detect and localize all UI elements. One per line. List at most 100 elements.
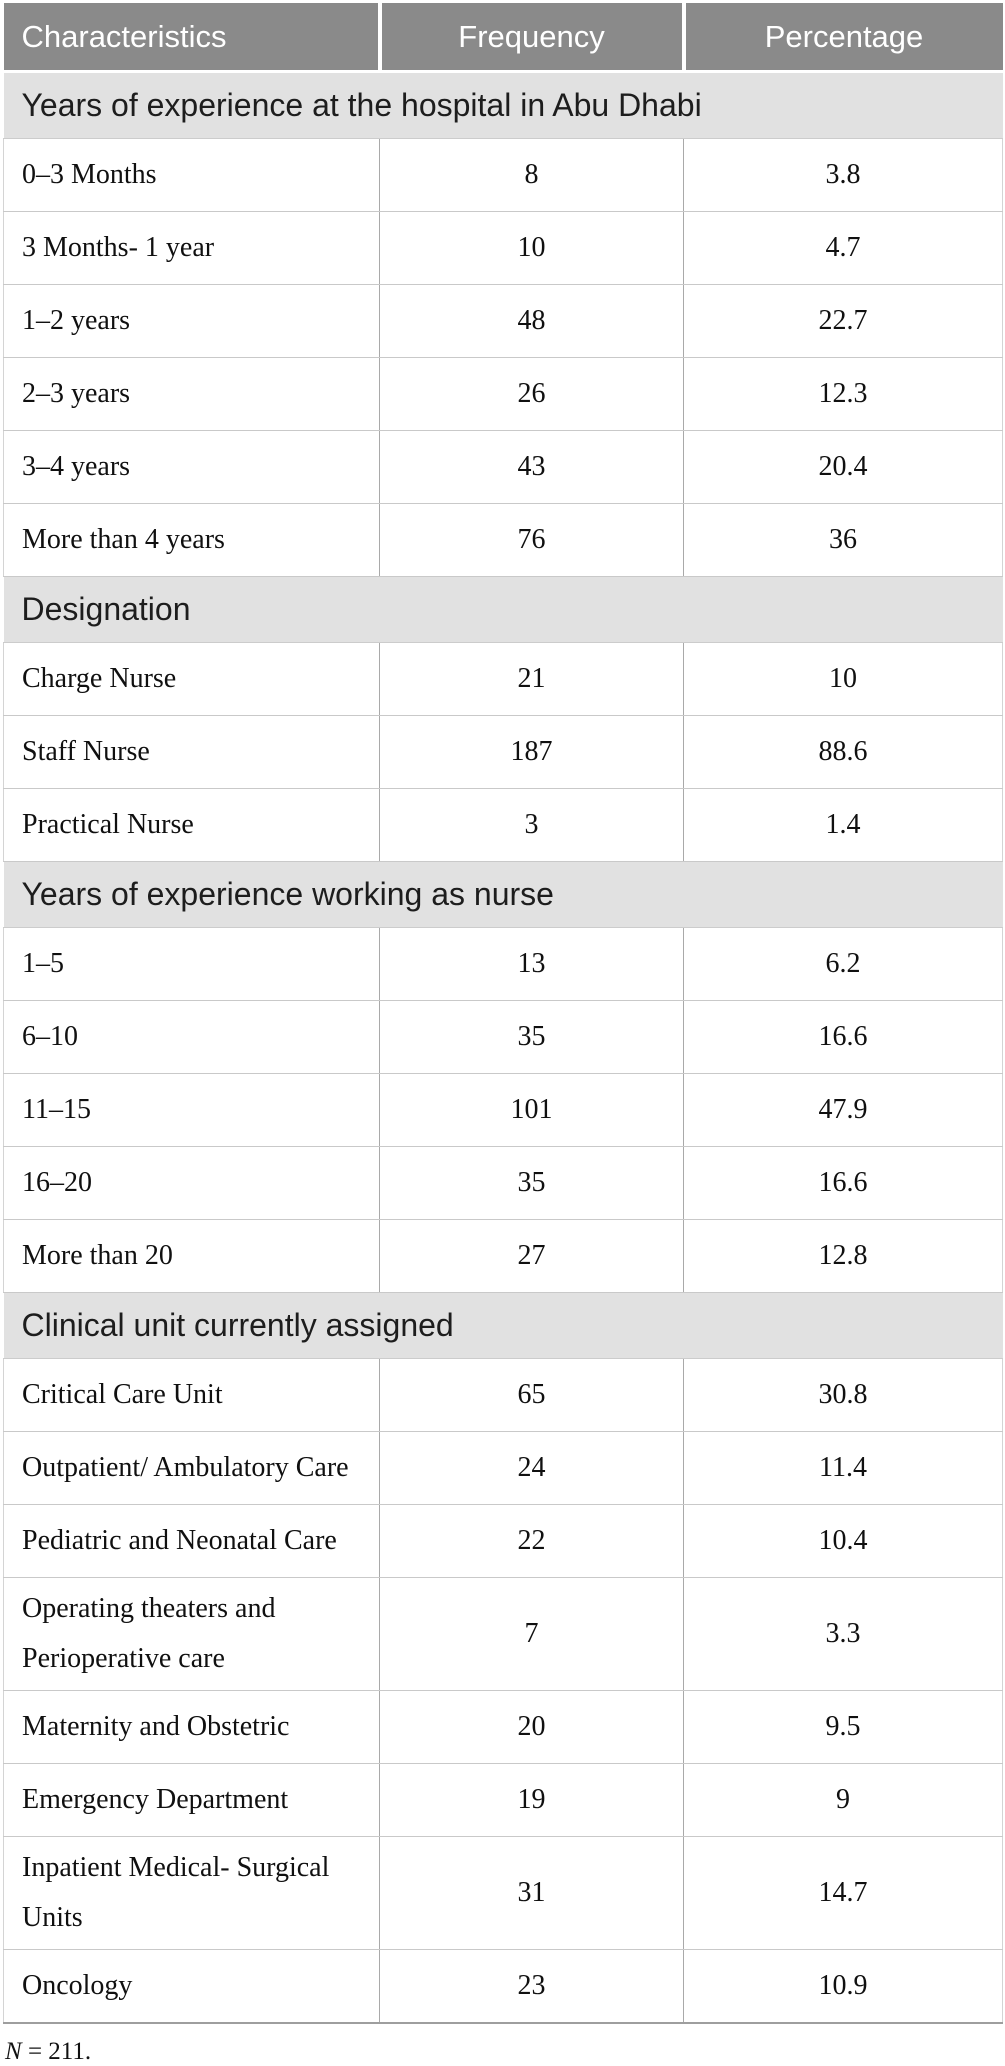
frequency-cell: 35 <box>379 1000 684 1074</box>
characteristic-cell: Staff Nurse <box>3 715 380 789</box>
table-row: Critical Care Unit 65 30.8 <box>3 1358 1003 1432</box>
frequency-cell: 101 <box>379 1073 684 1147</box>
characteristic-cell: 3–4 years <box>3 430 380 504</box>
header-row: Characteristics Frequency Percentage <box>3 3 1003 73</box>
percentage-cell: 3.3 <box>683 1577 1003 1691</box>
table-row: Inpatient Medical- Surgical Units 31 14.… <box>3 1836 1003 1950</box>
column-header-percentage: Percentage <box>681 3 1003 73</box>
frequency-cell: 3 <box>379 788 684 862</box>
percentage-cell: 9 <box>683 1763 1003 1837</box>
table-row: 6–10 35 16.6 <box>3 1000 1003 1074</box>
section-row-experience-nurse: Years of experience working as nurse <box>3 861 1003 928</box>
table-row: Pediatric and Neonatal Care 22 10.4 <box>3 1504 1003 1578</box>
table-row: 0–3 Months 8 3.8 <box>3 138 1003 212</box>
table-row: Charge Nurse 21 10 <box>3 642 1003 716</box>
frequency-cell: 8 <box>379 138 684 212</box>
characteristic-cell: Outpatient/ Ambulatory Care <box>3 1431 380 1505</box>
table-row: 3 Months- 1 year 10 4.7 <box>3 211 1003 285</box>
percentage-cell: 47.9 <box>683 1073 1003 1147</box>
section-title: Years of experience working as nurse <box>3 861 1003 928</box>
percentage-cell: 14.7 <box>683 1836 1003 1950</box>
frequency-cell: 27 <box>379 1219 684 1293</box>
characteristic-cell: More than 4 years <box>3 503 380 577</box>
percentage-cell: 20.4 <box>683 430 1003 504</box>
table-row: 3–4 years 43 20.4 <box>3 430 1003 504</box>
percentage-cell: 36 <box>683 503 1003 577</box>
characteristic-cell: Operating theaters and Perioperative car… <box>3 1577 380 1691</box>
characteristic-cell: 11–15 <box>3 1073 380 1147</box>
percentage-cell: 22.7 <box>683 284 1003 358</box>
frequency-cell: 7 <box>379 1577 684 1691</box>
characteristic-cell: 1–2 years <box>3 284 380 358</box>
table-row: Operating theaters and Perioperative car… <box>3 1577 1003 1691</box>
characteristic-cell: Pediatric and Neonatal Care <box>3 1504 380 1578</box>
table-row: Practical Nurse 3 1.4 <box>3 788 1003 862</box>
frequency-cell: 76 <box>379 503 684 577</box>
frequency-cell: 22 <box>379 1504 684 1578</box>
frequency-cell: 10 <box>379 211 684 285</box>
frequency-cell: 19 <box>379 1763 684 1837</box>
characteristic-cell: More than 20 <box>3 1219 380 1293</box>
characteristic-cell: Practical Nurse <box>3 788 380 862</box>
table-row: 11–15 101 47.9 <box>3 1073 1003 1147</box>
percentage-cell: 10.4 <box>683 1504 1003 1578</box>
footnote: N = 211. <box>5 2038 1002 2066</box>
table-row: 16–20 35 16.6 <box>3 1146 1003 1220</box>
characteristic-cell: Emergency Department <box>3 1763 380 1837</box>
percentage-cell: 9.5 <box>683 1690 1003 1764</box>
percentage-cell: 10 <box>683 642 1003 716</box>
column-header-characteristics: Characteristics <box>3 3 380 73</box>
percentage-cell: 1.4 <box>683 788 1003 862</box>
percentage-cell: 3.8 <box>683 138 1003 212</box>
frequency-cell: 24 <box>379 1431 684 1505</box>
column-header-frequency: Frequency <box>377 3 684 73</box>
frequency-cell: 31 <box>379 1836 684 1950</box>
characteristic-cell: Charge Nurse <box>3 642 380 716</box>
percentage-cell: 12.8 <box>683 1219 1003 1293</box>
characteristic-cell: Maternity and Obstetric <box>3 1690 380 1764</box>
percentage-cell: 10.9 <box>683 1949 1003 2024</box>
frequency-cell: 43 <box>379 430 684 504</box>
characteristic-cell: 1–5 <box>3 927 380 1001</box>
frequency-cell: 21 <box>379 642 684 716</box>
characteristic-cell: Inpatient Medical- Surgical Units <box>3 1836 380 1950</box>
characteristic-cell: 0–3 Months <box>3 138 380 212</box>
percentage-cell: 4.7 <box>683 211 1003 285</box>
table-row: More than 20 27 12.8 <box>3 1219 1003 1293</box>
table-row: Outpatient/ Ambulatory Care 24 11.4 <box>3 1431 1003 1505</box>
section-row-designation: Designation <box>3 576 1003 643</box>
section-title: Years of experience at the hospital in A… <box>3 71 1003 139</box>
section-row-clinical-unit: Clinical unit currently assigned <box>3 1292 1003 1359</box>
table-row: More than 4 years 76 36 <box>3 503 1003 577</box>
percentage-cell: 16.6 <box>683 1146 1003 1220</box>
frequency-cell: 26 <box>379 357 684 431</box>
section-row-experience-hospital: Years of experience at the hospital in A… <box>3 71 1003 139</box>
table-row: 2–3 years 26 12.3 <box>3 357 1003 431</box>
percentage-cell: 16.6 <box>683 1000 1003 1074</box>
section-title: Clinical unit currently assigned <box>3 1292 1003 1359</box>
percentage-cell: 11.4 <box>683 1431 1003 1505</box>
table-row: Emergency Department 19 9 <box>3 1763 1003 1837</box>
frequency-cell: 48 <box>379 284 684 358</box>
characteristic-cell: Critical Care Unit <box>3 1358 380 1432</box>
footnote-value: = 211. <box>21 2038 92 2065</box>
characteristic-cell: 3 Months- 1 year <box>3 211 380 285</box>
table-row: 1–5 13 6.2 <box>3 927 1003 1001</box>
characteristic-cell: 6–10 <box>3 1000 380 1074</box>
demographics-table: Characteristics Frequency Percentage Yea… <box>3 3 1003 2024</box>
percentage-cell: 30.8 <box>683 1358 1003 1432</box>
percentage-cell: 12.3 <box>683 357 1003 431</box>
footnote-n-symbol: N <box>5 2038 22 2065</box>
frequency-cell: 65 <box>379 1358 684 1432</box>
frequency-cell: 35 <box>379 1146 684 1220</box>
section-title: Designation <box>3 576 1003 643</box>
percentage-cell: 6.2 <box>683 927 1003 1001</box>
characteristic-cell: 2–3 years <box>3 357 380 431</box>
frequency-cell: 23 <box>379 1949 684 2024</box>
table-row: Staff Nurse 187 88.6 <box>3 715 1003 789</box>
characteristic-cell: 16–20 <box>3 1146 380 1220</box>
table-row: Oncology 23 10.9 <box>3 1949 1003 2024</box>
table-row: Maternity and Obstetric 20 9.5 <box>3 1690 1003 1764</box>
characteristic-cell: Oncology <box>3 1949 380 2024</box>
